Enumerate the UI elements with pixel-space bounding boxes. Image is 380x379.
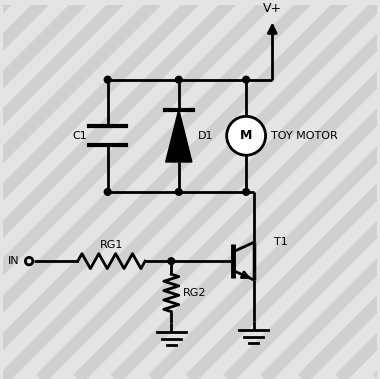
Circle shape xyxy=(168,258,175,265)
Text: RG2: RG2 xyxy=(182,288,206,298)
Text: RG1: RG1 xyxy=(100,240,123,250)
Circle shape xyxy=(243,76,250,83)
Text: TOY MOTOR: TOY MOTOR xyxy=(271,131,338,141)
Circle shape xyxy=(105,76,111,83)
Polygon shape xyxy=(166,110,192,162)
Circle shape xyxy=(243,188,250,195)
Text: T1: T1 xyxy=(274,237,288,247)
Circle shape xyxy=(176,188,182,195)
Circle shape xyxy=(176,76,182,83)
Circle shape xyxy=(226,116,266,155)
Text: D1: D1 xyxy=(198,131,213,141)
Text: C1: C1 xyxy=(72,131,87,141)
Circle shape xyxy=(105,188,111,195)
Text: M: M xyxy=(240,129,252,142)
Text: IN: IN xyxy=(8,256,20,266)
Text: V+: V+ xyxy=(263,2,282,15)
